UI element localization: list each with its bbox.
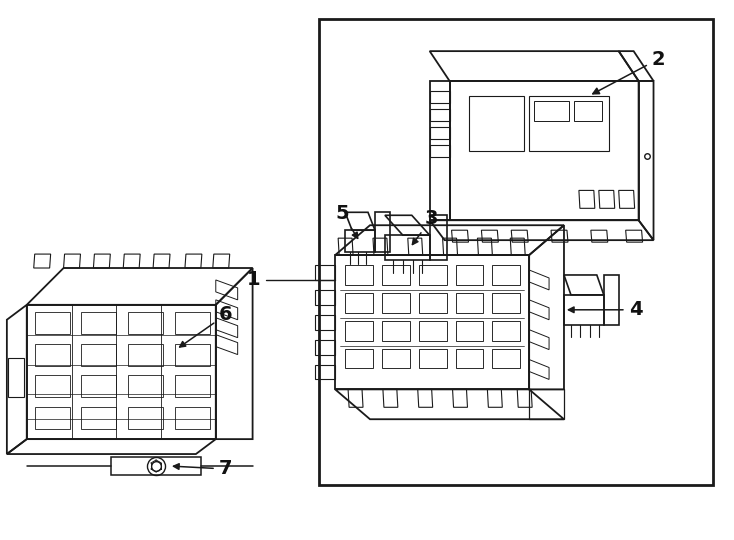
Text: 2: 2 <box>593 50 665 94</box>
Text: 7: 7 <box>173 460 232 478</box>
Text: 6: 6 <box>180 305 233 347</box>
Text: 4: 4 <box>568 300 642 319</box>
Text: 5: 5 <box>335 204 357 238</box>
Text: 1: 1 <box>247 271 261 289</box>
Text: 3: 3 <box>413 209 438 245</box>
